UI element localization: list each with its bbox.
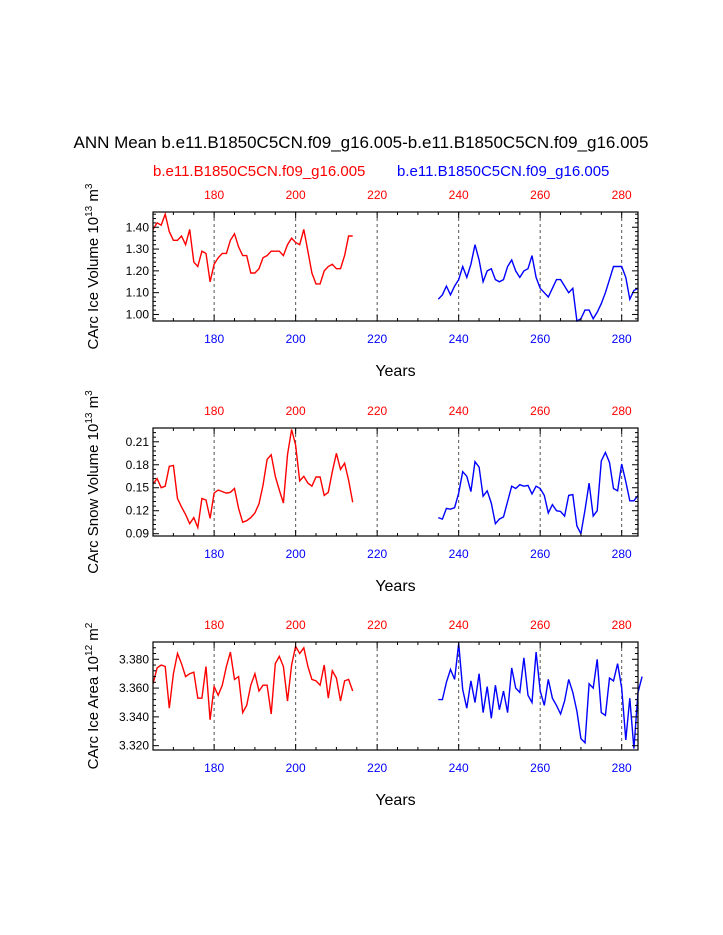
x-tick-label-top: 280 xyxy=(612,404,632,418)
x-tick-label-top: 180 xyxy=(204,188,224,202)
x-tick-label-top: 200 xyxy=(286,618,306,632)
y-tick-label: 0.21 xyxy=(126,435,150,449)
x-tick-label-bottom: 260 xyxy=(530,332,550,346)
x-tick-label-bottom: 180 xyxy=(204,547,224,561)
y-axis-label-unit-exp: 3 xyxy=(84,390,95,396)
y-axis-label-exp: 12 xyxy=(84,644,95,656)
x-tick-label-bottom: 260 xyxy=(530,547,550,561)
y-axis-label: CArc Ice Volume 1013 m3 xyxy=(84,183,102,349)
y-axis-label-text: CArc Ice Volume 10 xyxy=(85,217,102,350)
y-tick-label: 0.15 xyxy=(126,481,150,495)
y-tick-label: 0.12 xyxy=(126,504,150,518)
x-tick-label-top: 220 xyxy=(367,404,387,418)
y-tick-label: 0.09 xyxy=(126,527,150,541)
x-tick-label-bottom: 200 xyxy=(286,332,306,346)
x-tick-label-bottom: 200 xyxy=(286,761,306,775)
x-tick-label-top: 200 xyxy=(286,188,306,202)
x-tick-label-bottom: 180 xyxy=(204,332,224,346)
x-tick-label-bottom: 200 xyxy=(286,547,306,561)
y-axis-label-text: CArc Ice Area 10 xyxy=(85,656,102,769)
x-tick-label-top: 180 xyxy=(204,404,224,418)
plot-frame xyxy=(152,211,639,322)
series-line-case2 xyxy=(437,244,639,323)
x-tick-label-bottom: 240 xyxy=(449,332,469,346)
x-tick-label-top: 260 xyxy=(530,404,550,418)
figure-title: ANN Mean b.e11.B1850C5CN.f09_g16.005-b.e… xyxy=(74,133,649,152)
x-tick-label-bottom: 220 xyxy=(367,332,387,346)
y-tick-label: 1.30 xyxy=(126,242,150,256)
x-tick-label-top: 240 xyxy=(449,188,469,202)
panel-1: 1.00 1.10 1.20 1.30 1.40 180 180 200 200 220 220 24… xyxy=(84,183,639,380)
plot-frame xyxy=(152,427,639,537)
x-tick-label-top: 200 xyxy=(286,404,306,418)
y-tick-label: 1.10 xyxy=(126,286,150,300)
x-tick-label-bottom: 240 xyxy=(449,547,469,561)
x-tick-label-top: 240 xyxy=(449,618,469,632)
y-tick-label: 0.18 xyxy=(126,458,150,472)
y-axis-label-exp: 13 xyxy=(84,412,95,424)
x-tick-label-top: 220 xyxy=(367,188,387,202)
x-tick-label-bottom: 280 xyxy=(612,761,632,775)
x-tick-label-top: 260 xyxy=(530,188,550,202)
x-tick-label-bottom: 260 xyxy=(530,761,550,775)
x-tick-label-bottom: 180 xyxy=(204,761,224,775)
series-line-case1 xyxy=(152,644,354,720)
series-line-case2 xyxy=(438,643,643,749)
y-tick-label: 1.40 xyxy=(126,220,150,234)
legend-case2: b.e11.B1850C5CN.f09_g16.005 xyxy=(397,163,609,180)
y-tick-label: 3.380 xyxy=(119,652,149,666)
series-line-case1 xyxy=(152,429,354,531)
x-tick-label-top: 240 xyxy=(449,404,469,418)
panel-3: 3.320 3.340 3.360 3.380 180 180 200 200 220 220 24… xyxy=(84,618,643,809)
y-axis-label-unit: m xyxy=(85,628,102,645)
x-tick-label-top: 220 xyxy=(367,618,387,632)
x-tick-label-bottom: 280 xyxy=(612,332,632,346)
y-tick-label: 1.00 xyxy=(126,307,150,321)
y-tick-label: 3.340 xyxy=(119,710,149,724)
x-tick-label-bottom: 220 xyxy=(367,547,387,561)
panel-2: 0.09 0.12 0.15 0.18 0.21 180 180 200 200 220 220 24… xyxy=(84,390,639,595)
y-axis-label: CArc Ice Area 1012 m2 xyxy=(84,622,102,769)
x-tick-label-top: 260 xyxy=(530,618,550,632)
x-tick-label-bottom: 240 xyxy=(449,761,469,775)
series-line-case1 xyxy=(152,211,353,285)
y-axis-label-unit: m xyxy=(85,189,102,206)
x-tick-label-bottom: 280 xyxy=(612,547,632,561)
y-axis-label-unit-exp: 2 xyxy=(84,622,95,628)
x-tick-label-top: 180 xyxy=(204,618,224,632)
x-tick-label-top: 280 xyxy=(612,618,632,632)
y-tick-label: 3.360 xyxy=(119,681,149,695)
series-line-case2 xyxy=(438,450,639,536)
y-tick-label: 3.320 xyxy=(119,739,149,753)
y-axis-label-unit: m xyxy=(85,396,102,413)
y-axis-label-text: CArc Snow Volume 10 xyxy=(85,424,102,574)
y-axis-label-unit-exp: 3 xyxy=(84,183,95,189)
y-tick-label: 1.20 xyxy=(126,264,150,278)
x-axis-label: Years xyxy=(375,792,415,809)
x-tick-label-bottom: 220 xyxy=(367,761,387,775)
legend-case1: b.e11.B1850C5CN.f09_g16.005 xyxy=(153,163,365,180)
x-axis-label: Years xyxy=(375,363,415,380)
x-tick-label-top: 280 xyxy=(612,188,632,202)
x-axis-label: Years xyxy=(375,578,415,595)
y-axis-label-exp: 13 xyxy=(84,205,95,217)
plot-frame xyxy=(152,641,639,751)
y-axis-label: CArc Snow Volume 1013 m3 xyxy=(84,390,102,574)
